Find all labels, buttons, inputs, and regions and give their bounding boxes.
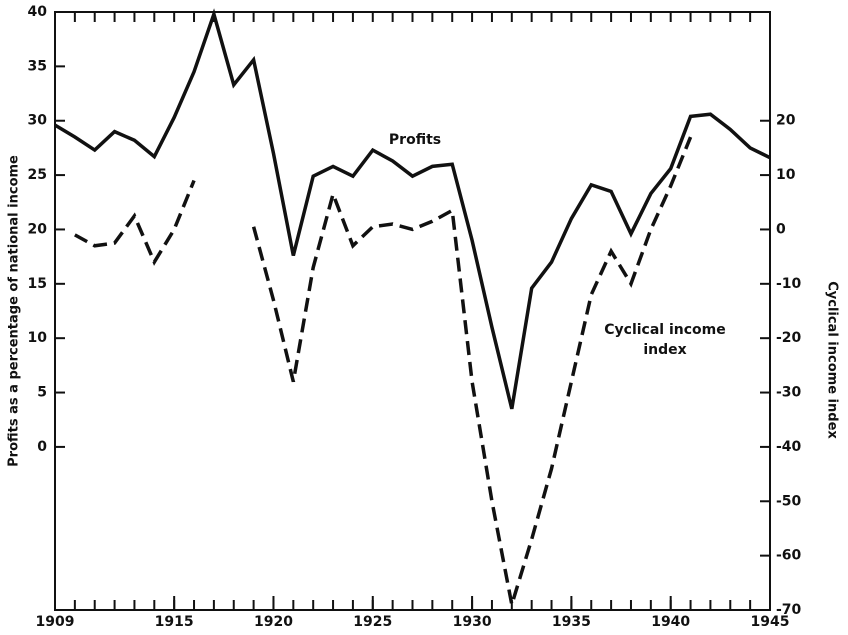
y-tick-label: 35 [28,58,47,74]
y2-tick-label: 20 [776,113,796,129]
y-tick-label: 25 [28,167,47,183]
y-tick-label: 0 [37,439,47,455]
x-tick-label: 1945 [751,614,790,630]
x-tick-label: 1909 [36,614,75,630]
y2-tick-label: -60 [776,548,802,564]
x-tick-label: 1940 [651,614,690,630]
y2-axis-label: Cyclical income index [825,281,840,439]
x-tick-label: 1925 [353,614,392,630]
annotation: index [643,342,686,358]
y2-tick-label: -30 [776,385,802,401]
x-tick-label: 1930 [453,614,492,630]
line-series [54,8,771,410]
line-series [74,136,693,606]
y-tick-label: 5 [37,385,47,401]
y-tick-label: 20 [28,221,48,237]
y-tick-label: 30 [28,113,48,129]
y2-tick-label: -20 [776,330,802,346]
y2-tick-label: -50 [776,493,802,509]
y2-tick-label: 0 [776,221,786,237]
x-tick-label: 1915 [155,614,194,630]
x-tick-label: 1920 [254,614,293,630]
y-axis-label: Profits as a percentage of national inco… [7,155,22,467]
y2-tick-label: -70 [776,602,802,618]
annotation: Cyclical income [604,322,725,338]
annotation: Profits [389,132,441,148]
y-tick-label: 10 [28,330,48,346]
y2-tick-label: 10 [776,167,796,183]
y2-tick-label: -10 [776,276,802,292]
y2-tick-label: -40 [776,439,802,455]
y-tick-label: 40 [28,4,48,20]
y-tick-label: 15 [28,276,47,292]
x-tick-label: 1935 [552,614,591,630]
plot-frame [54,11,771,611]
